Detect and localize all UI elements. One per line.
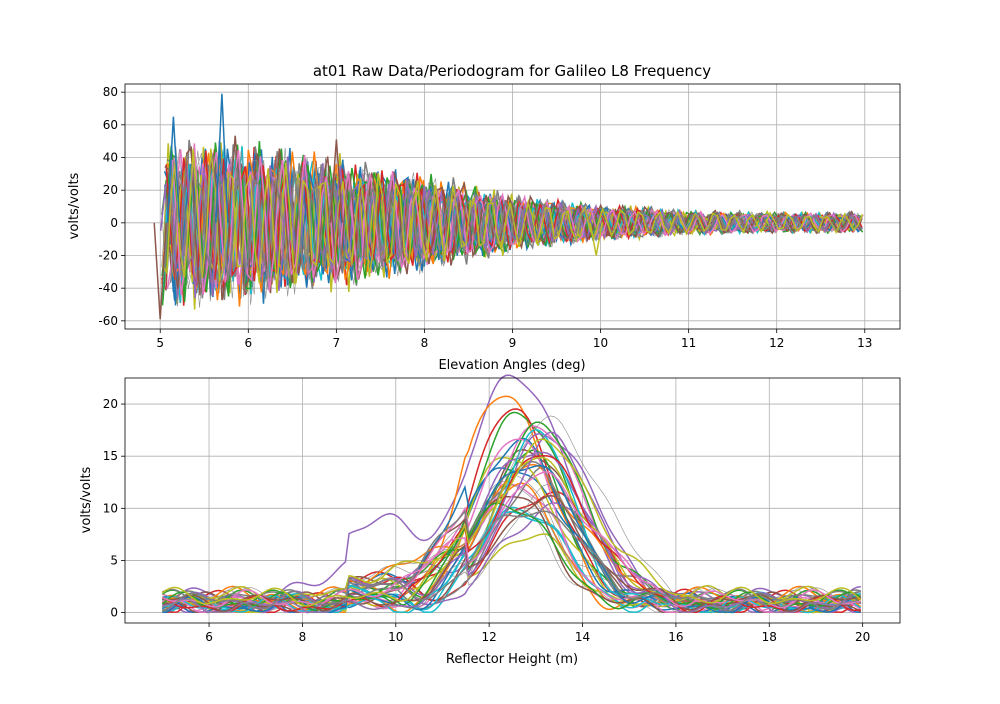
bottom-x-tick-label: 14 bbox=[575, 630, 590, 644]
top-series-group bbox=[153, 93, 864, 320]
bottom-ticks: 6 8 10 12 14 16 18 20 0 5 10 15 20 bbox=[103, 397, 871, 644]
bottom-y-axis-label: volts/volts bbox=[79, 466, 94, 533]
bottom-y-tick-label: 0 bbox=[110, 606, 118, 620]
raw-extreme-mark bbox=[329, 139, 344, 223]
raw-extreme-mark bbox=[166, 116, 181, 223]
raw-extreme-mark bbox=[589, 222, 603, 256]
raw-series-line bbox=[168, 150, 861, 308]
bottom-y-tick-label: 15 bbox=[103, 449, 118, 463]
bottom-y-tick-label: 10 bbox=[103, 501, 118, 515]
top-x-tick-label: 11 bbox=[681, 336, 696, 350]
periodogram-series-line bbox=[162, 484, 861, 613]
top-grid bbox=[125, 84, 900, 329]
top-y-tick-label: -40 bbox=[98, 281, 118, 295]
periodogram-panel: 6 8 10 12 14 16 18 20 0 5 10 15 20 Reflector Height … bbox=[79, 374, 901, 667]
periodogram-series-line bbox=[161, 454, 861, 614]
raw-series-line bbox=[171, 143, 860, 296]
top-y-tick-label: 60 bbox=[103, 118, 118, 132]
bottom-series-group bbox=[161, 374, 862, 614]
bottom-x-tick-label: 16 bbox=[668, 630, 683, 644]
top-y-tick-label: -60 bbox=[98, 314, 118, 328]
top-y-tick-label: -20 bbox=[98, 249, 118, 263]
top-x-tick-label: 13 bbox=[857, 336, 872, 350]
raw-extreme-mark bbox=[215, 93, 229, 223]
top-y-axis-label: volts/volts bbox=[67, 172, 82, 239]
top-y-tick-label: 80 bbox=[103, 85, 118, 99]
top-x-tick-label: 5 bbox=[156, 336, 164, 350]
bottom-x-tick-label: 10 bbox=[388, 630, 403, 644]
bottom-axes-frame bbox=[124, 377, 901, 624]
top-y-tick-label: 20 bbox=[103, 183, 118, 197]
bottom-x-tick-label: 12 bbox=[482, 630, 497, 644]
top-x-tick-label: 9 bbox=[509, 336, 517, 350]
top-x-tick-label: 10 bbox=[593, 336, 608, 350]
top-chart-title: at01 Raw Data/Periodogram for Galileo L8… bbox=[313, 62, 711, 80]
top-x-tick-label: 12 bbox=[769, 336, 784, 350]
top-x-tick-label: 6 bbox=[244, 336, 252, 350]
raw-data-panel: 5 6 7 8 9 10 11 12 13 -60 -40 -20 0 20 40 60 80 at01 Raw… bbox=[67, 62, 901, 373]
raw-series-line bbox=[161, 148, 864, 294]
top-ticks: 5 6 7 8 9 10 11 12 13 -60 -40 -20 0 20 40 60 80 bbox=[98, 85, 872, 350]
raw-series-line bbox=[169, 167, 863, 283]
bottom-y-tick-label: 5 bbox=[110, 553, 118, 567]
raw-extreme-mark bbox=[153, 222, 167, 320]
periodogram-series-line bbox=[161, 502, 862, 611]
bottom-grid bbox=[125, 378, 900, 623]
top-x-axis-label: Elevation Angles (deg) bbox=[438, 358, 585, 373]
bottom-x-tick-label: 20 bbox=[855, 630, 870, 644]
bottom-x-tick-label: 6 bbox=[205, 630, 213, 644]
top-y-tick-label: 40 bbox=[103, 151, 118, 165]
periodogram-series-line bbox=[161, 438, 862, 607]
bottom-x-tick-label: 18 bbox=[762, 630, 777, 644]
top-x-tick-label: 7 bbox=[333, 336, 341, 350]
bottom-x-tick-label: 8 bbox=[299, 630, 307, 644]
bottom-y-tick-label: 20 bbox=[103, 397, 118, 411]
bottom-x-axis-label: Reflector Height (m) bbox=[446, 652, 578, 667]
top-y-tick-label: 0 bbox=[110, 216, 118, 230]
top-x-tick-label: 8 bbox=[421, 336, 429, 350]
